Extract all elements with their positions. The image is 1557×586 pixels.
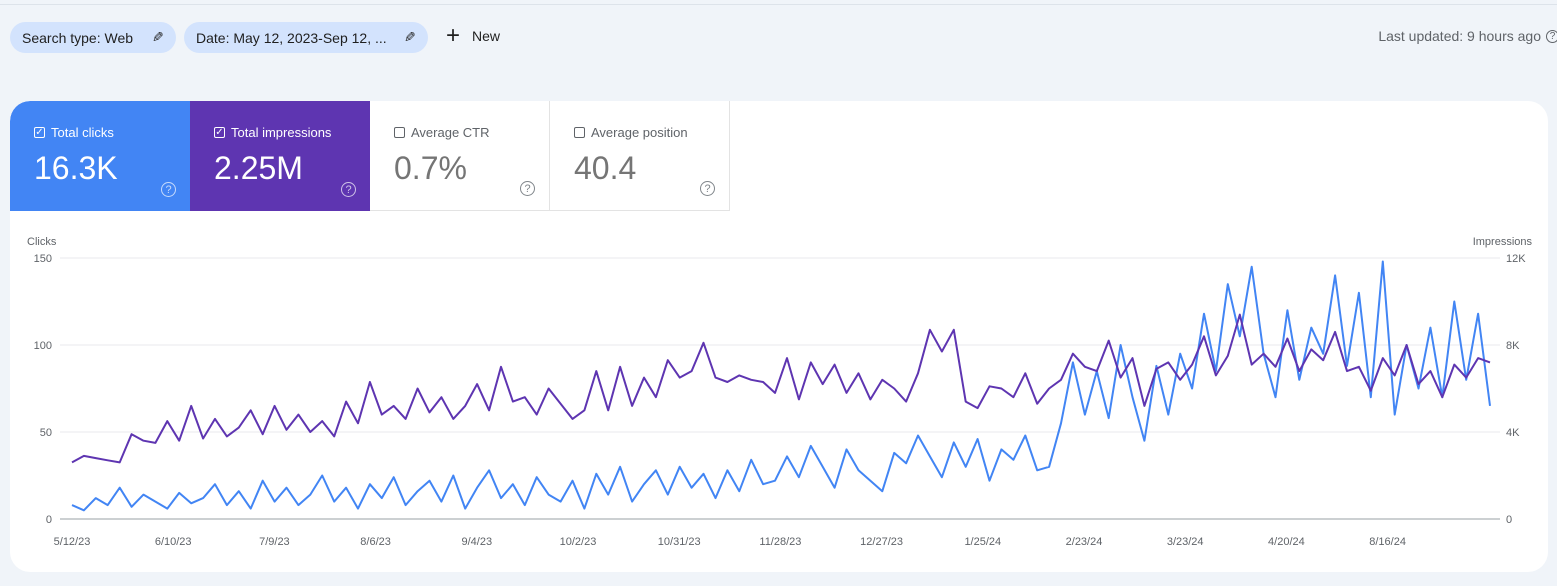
checkbox-unchecked-icon[interactable] bbox=[574, 127, 585, 138]
search-type-label: Search type: Web bbox=[22, 29, 134, 46]
new-filter-button[interactable]: + New bbox=[446, 22, 501, 49]
x-axis-tick: 4/20/24 bbox=[1268, 536, 1305, 548]
x-axis-tick: 8/6/23 bbox=[360, 536, 391, 548]
left-axis-tick: 0 bbox=[46, 514, 52, 526]
checkbox-checked-icon[interactable]: ✓ bbox=[214, 126, 225, 138]
x-axis-tick: 1/25/24 bbox=[964, 536, 1001, 548]
metric-value: 2.25M bbox=[214, 150, 303, 186]
search-type-filter-chip[interactable]: Search type: Web ✎ bbox=[10, 22, 176, 53]
right-axis-tick: 8K bbox=[1506, 340, 1520, 352]
left-axis-tick: 100 bbox=[34, 340, 52, 352]
new-label: New bbox=[472, 28, 501, 44]
x-axis-tick: 8/16/24 bbox=[1369, 536, 1406, 548]
date-range-label: Date: May 12, 2023-Sep 12, ... bbox=[196, 29, 387, 46]
x-axis-tick: 7/9/23 bbox=[259, 536, 290, 548]
left-axis-label: Clicks bbox=[27, 236, 57, 248]
metric-tile-total-clicks[interactable]: ✓ Total clicks 16.3K ? bbox=[10, 101, 190, 211]
help-icon[interactable]: ? bbox=[161, 182, 176, 197]
performance-card: ✓ Total clicks 16.3K ? ✓ Total impressions… bbox=[10, 101, 1548, 572]
x-axis-tick: 12/27/23 bbox=[860, 536, 903, 548]
metric-value: 40.4 bbox=[574, 150, 637, 186]
x-axis-tick: 2/23/24 bbox=[1066, 536, 1103, 548]
right-axis-tick: 0 bbox=[1506, 514, 1512, 526]
left-axis-tick: 50 bbox=[40, 427, 52, 439]
right-axis-label: Impressions bbox=[1473, 236, 1533, 248]
last-updated: Last updated: 9 hours ago ? bbox=[1378, 28, 1557, 44]
metric-value: 16.3K bbox=[34, 150, 118, 186]
help-icon[interactable]: ? bbox=[700, 181, 715, 196]
metric-tile-average-ctr[interactable]: Average CTR 0.7% ? bbox=[370, 101, 550, 211]
last-updated-text: Last updated: 9 hours ago bbox=[1378, 28, 1541, 44]
right-axis-tick: 4K bbox=[1506, 427, 1520, 439]
metric-tile-average-position[interactable]: Average position 40.4 ? bbox=[550, 101, 730, 211]
metric-label: Total impressions bbox=[231, 125, 332, 140]
x-axis-tick: 5/12/23 bbox=[54, 536, 91, 548]
clicks-line bbox=[71, 260, 1491, 512]
left-axis-tick: 150 bbox=[34, 253, 52, 265]
checkbox-unchecked-icon[interactable] bbox=[394, 127, 405, 138]
x-axis-tick: 10/2/23 bbox=[560, 536, 597, 548]
x-axis-tick: 10/31/23 bbox=[658, 536, 701, 548]
x-axis-tick: 6/10/23 bbox=[155, 536, 192, 548]
metric-tile-total-impressions[interactable]: ✓ Total impressions 2.25M ? bbox=[190, 101, 370, 211]
help-icon[interactable]: ? bbox=[520, 181, 535, 196]
x-axis-tick: 11/28/23 bbox=[759, 536, 801, 548]
metric-value: 0.7% bbox=[394, 150, 467, 186]
date-filter-chip[interactable]: Date: May 12, 2023-Sep 12, ... ✎ bbox=[184, 22, 428, 53]
metric-label: Average CTR bbox=[411, 125, 490, 140]
impressions-line bbox=[71, 313, 1491, 464]
help-icon[interactable]: ? bbox=[341, 182, 356, 197]
x-axis-tick: 9/4/23 bbox=[462, 536, 493, 548]
metric-label: Average position bbox=[591, 125, 688, 140]
checkbox-checked-icon[interactable]: ✓ bbox=[34, 126, 45, 138]
metric-label: Total clicks bbox=[51, 125, 114, 140]
x-axis-tick: 3/23/24 bbox=[1167, 536, 1204, 548]
help-icon[interactable]: ? bbox=[1546, 29, 1557, 43]
plus-icon: + bbox=[446, 22, 461, 49]
right-axis-tick: 12K bbox=[1506, 253, 1526, 265]
top-divider bbox=[0, 4, 1557, 5]
